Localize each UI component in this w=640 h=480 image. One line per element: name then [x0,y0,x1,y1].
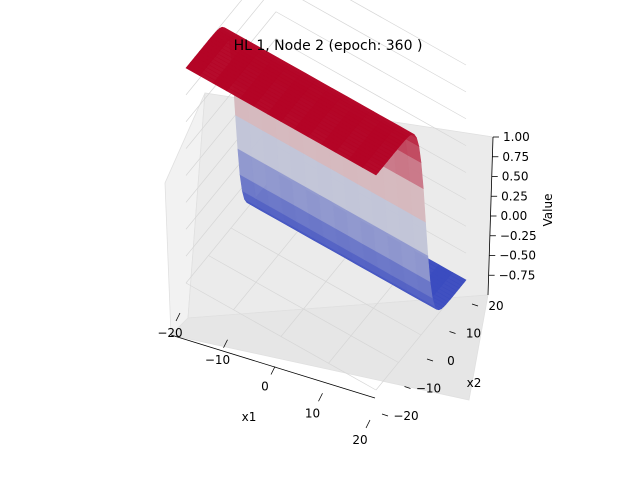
y-tick-label: 10 [466,327,481,341]
x-tick-mark [365,419,371,429]
x-tick-label: 20 [352,433,367,447]
chart-title: HL 1, Node 2 (epoch: 360 ) [234,38,423,54]
z-tick-label: 1.00 [503,130,530,144]
y-tick-mark [404,386,411,389]
x-axis-label: x1 [242,410,257,424]
surface-patch [361,164,379,176]
y-tick-label: 0 [447,354,455,368]
x-tick-mark [223,339,228,348]
y-tick-mark [381,413,389,417]
grid-line [275,11,467,120]
y-tick-label: 20 [488,299,503,313]
z-tick-label: 0.25 [501,189,528,203]
z-tick-label: 0.00 [501,209,528,223]
x-tick-label: 10 [305,406,320,420]
x-tick-label: −10 [205,353,230,367]
z-tick-label: −0.50 [499,249,536,263]
y-axis-line [375,398,469,400]
x-ticks: −20 −10 0 10 20 [157,312,371,447]
x-axis-line [170,334,376,399]
y-tick-label: −10 [416,382,441,396]
y-tick-mark [471,303,479,307]
z-tick-label: −0.75 [499,268,536,282]
x-tick-label: −20 [157,326,182,340]
y-ticks: −20 −10 0 10 20 [381,299,504,423]
y-tick-label: −20 [393,409,418,423]
y-tick-mark [449,331,456,334]
z-tick-label: 0.75 [502,150,529,164]
grid-line [349,0,467,66]
y-axis-label: x2 [467,376,482,390]
surface-mesh [185,26,467,311]
y-tick-mark [426,358,434,362]
z-axis-label: Value [541,194,555,227]
z-ticks: −0.75 −0.50 −0.25 0.00 0.25 0.50 0.75 1.00 [488,130,537,282]
x-tick-label: 0 [261,380,269,394]
x-tick-mark [175,312,181,322]
x-tick-mark [270,366,276,375]
grid-line [275,38,467,146]
x-tick-mark [318,393,323,402]
z-tick-label: 0.50 [502,170,529,184]
z-tick-label: −0.25 [500,229,537,243]
grid-line [302,0,467,93]
